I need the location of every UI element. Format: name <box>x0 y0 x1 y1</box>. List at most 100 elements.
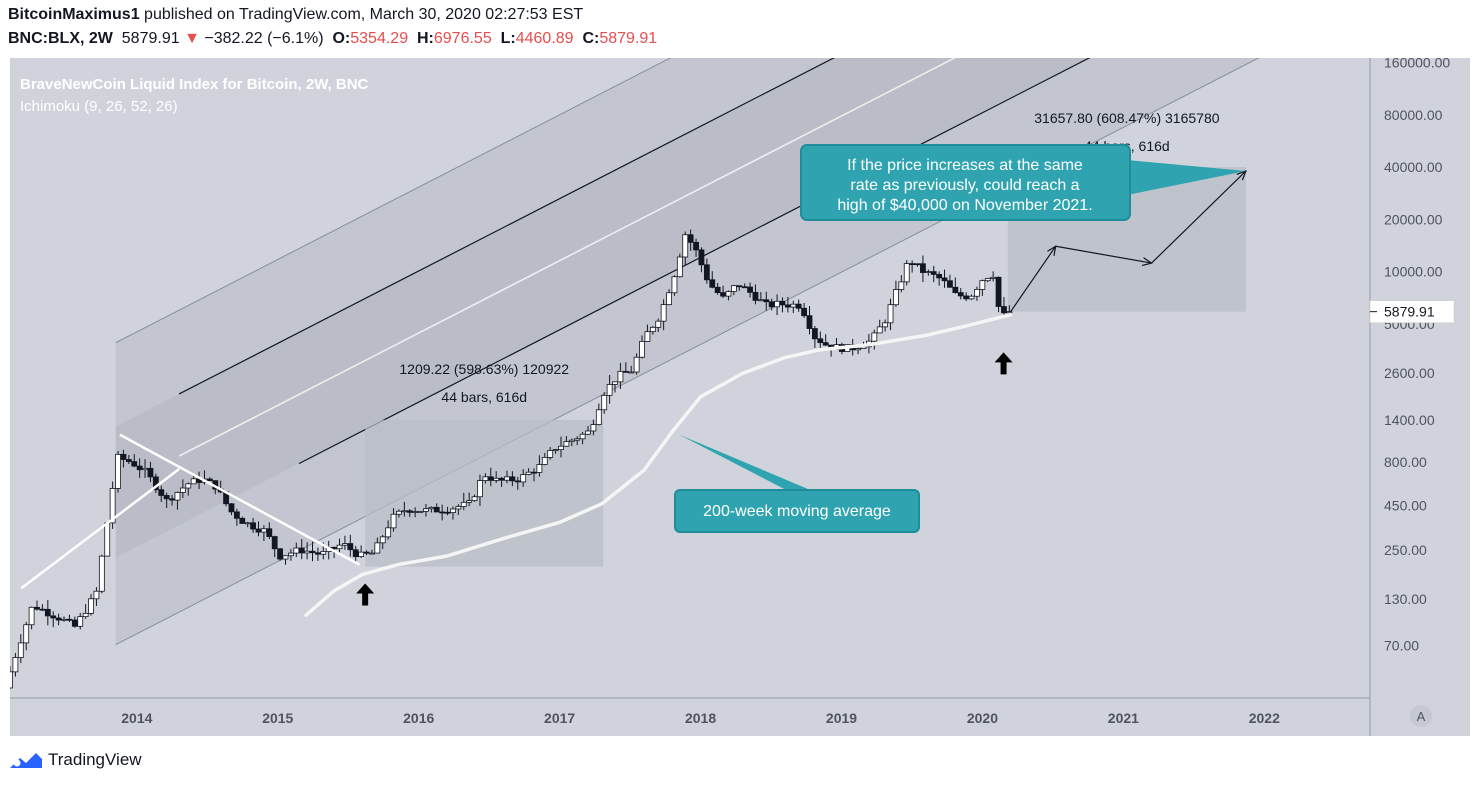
candle-body[interactable] <box>995 276 1002 307</box>
candle-body[interactable] <box>401 510 408 513</box>
candle-body[interactable] <box>169 498 175 501</box>
candle-body[interactable] <box>579 433 586 440</box>
candle-body[interactable] <box>601 394 608 411</box>
candle-body[interactable] <box>552 449 559 452</box>
candle-body[interactable] <box>741 286 748 289</box>
candle-body[interactable] <box>396 510 402 515</box>
candle-body[interactable] <box>315 552 321 555</box>
candle-body[interactable] <box>455 506 462 510</box>
candle-body[interactable] <box>806 315 813 329</box>
legend-indicator[interactable]: Ichimoku (9, 26, 52, 26) <box>20 98 178 115</box>
candle-body[interactable] <box>277 548 283 560</box>
candle-body[interactable] <box>174 492 181 501</box>
candle-body[interactable] <box>282 555 289 560</box>
candle-body[interactable] <box>185 483 192 489</box>
candle-body[interactable] <box>558 445 564 451</box>
candle-body[interactable] <box>504 476 510 481</box>
candle-body[interactable] <box>23 624 30 644</box>
candle-body[interactable] <box>747 286 753 293</box>
author-name[interactable]: BitcoinMaximus1 <box>8 6 140 23</box>
candle-body[interactable] <box>82 612 89 618</box>
candle-body[interactable] <box>228 503 235 513</box>
candle-body[interactable] <box>125 459 132 462</box>
candle-body[interactable] <box>12 657 19 673</box>
candle-body[interactable] <box>347 543 354 551</box>
price-axis[interactable] <box>1370 58 1470 736</box>
candle-body[interactable] <box>714 286 721 294</box>
candle-body[interactable] <box>585 430 591 435</box>
candle-body[interactable] <box>612 381 618 385</box>
candle-body[interactable] <box>39 608 46 611</box>
candle-body[interactable] <box>617 370 624 383</box>
candle-body[interactable] <box>271 536 278 550</box>
candle-body[interactable] <box>98 555 105 592</box>
candle-body[interactable] <box>331 546 338 550</box>
candle-body[interactable] <box>703 264 710 281</box>
candle-body[interactable] <box>882 322 889 328</box>
candle-body[interactable] <box>876 326 883 334</box>
candle-body[interactable] <box>693 241 699 251</box>
candle-body[interactable] <box>428 506 435 510</box>
candle-body[interactable] <box>525 471 532 475</box>
candle-body[interactable] <box>968 295 975 300</box>
candle-body[interactable] <box>206 478 213 482</box>
forecast-callout-box[interactable] <box>800 144 1131 221</box>
candle-body[interactable] <box>44 608 51 617</box>
candle-body[interactable] <box>725 291 732 297</box>
candle-body[interactable] <box>61 618 67 621</box>
candle-body[interactable] <box>471 496 478 502</box>
candle-body[interactable] <box>795 303 802 309</box>
candle-body[interactable] <box>639 341 645 358</box>
candle-body[interactable] <box>628 371 635 374</box>
candle-body[interactable] <box>590 424 597 432</box>
candle-body[interactable] <box>433 506 440 513</box>
candle-body[interactable] <box>682 234 689 258</box>
candle-body[interactable] <box>914 263 921 266</box>
candle-body[interactable] <box>1006 311 1013 314</box>
candle-body[interactable] <box>423 508 429 512</box>
candle-body[interactable] <box>466 500 473 503</box>
candle-body[interactable] <box>531 471 537 474</box>
candle-body[interactable] <box>563 441 570 447</box>
candle-body[interactable] <box>477 480 483 498</box>
candle-body[interactable] <box>757 299 764 302</box>
candle-body[interactable] <box>8 671 13 689</box>
candle-body[interactable] <box>817 338 824 344</box>
candle-body[interactable] <box>909 263 916 266</box>
candle-body[interactable] <box>887 304 894 324</box>
candle-body[interactable] <box>369 552 375 555</box>
candle-body[interactable] <box>255 528 262 533</box>
candle-body[interactable] <box>34 606 40 610</box>
candle-body[interactable] <box>444 511 451 514</box>
candle-body[interactable] <box>801 307 807 317</box>
candle-body[interactable] <box>309 550 316 554</box>
candle-body[interactable] <box>298 547 305 554</box>
candle-body[interactable] <box>660 304 667 322</box>
candle-body[interactable] <box>460 501 467 507</box>
candle-body[interactable] <box>574 438 581 441</box>
candle-body[interactable] <box>266 528 273 537</box>
candle-body[interactable] <box>514 480 521 483</box>
candle-body[interactable] <box>622 370 629 373</box>
candle-body[interactable] <box>811 328 818 340</box>
candle-body[interactable] <box>941 277 948 282</box>
candle-body[interactable] <box>71 619 78 627</box>
candle-body[interactable] <box>412 511 419 513</box>
candle-body[interactable] <box>649 326 656 333</box>
candle-body[interactable] <box>493 477 500 481</box>
candle-body[interactable] <box>358 551 365 558</box>
candle-body[interactable] <box>730 285 737 292</box>
projection-arrow-3[interactable] <box>1151 171 1246 264</box>
scale-mode-toggle[interactable]: A <box>1410 705 1432 727</box>
candle-body[interactable] <box>898 281 905 290</box>
candle-body[interactable] <box>320 551 327 555</box>
candle-body[interactable] <box>385 527 392 538</box>
candle-body[interactable] <box>698 249 705 266</box>
candle-body[interactable] <box>288 552 294 557</box>
candle-body[interactable] <box>990 276 997 279</box>
candle-body[interactable] <box>1001 306 1007 314</box>
candle-body[interactable] <box>487 476 494 481</box>
candle-body[interactable] <box>963 295 970 300</box>
candle-body[interactable] <box>655 320 662 328</box>
